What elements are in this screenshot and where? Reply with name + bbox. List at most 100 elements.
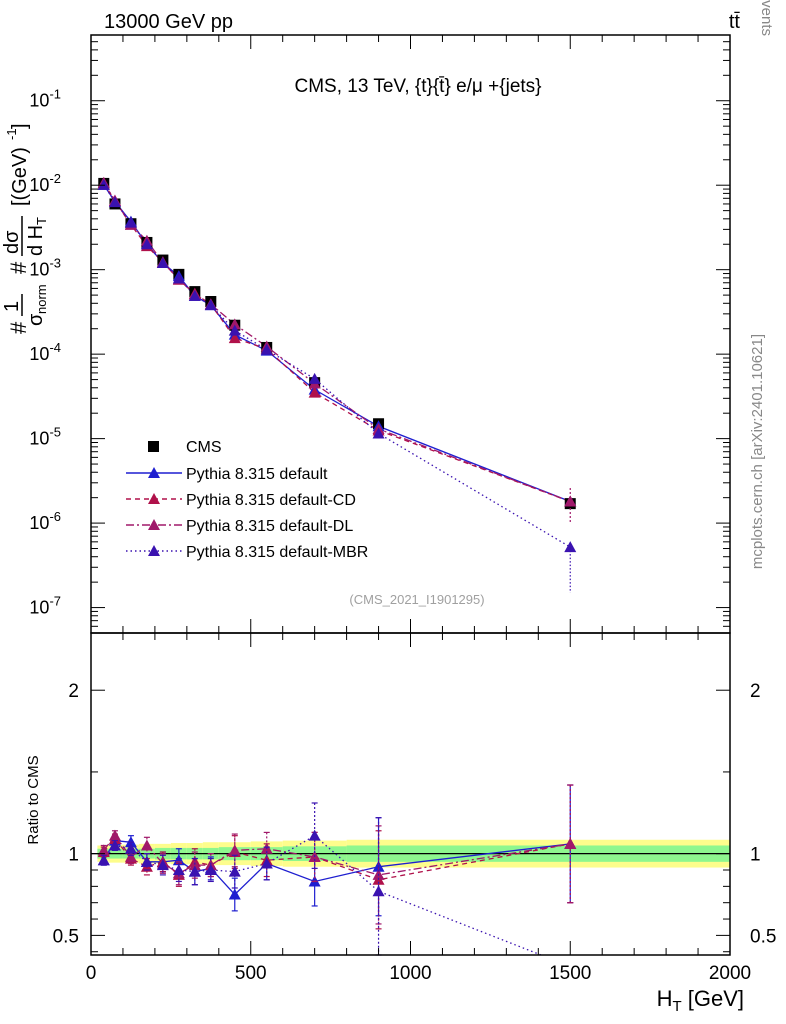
ratio-point-pythia-8-315-default-dl <box>228 844 241 856</box>
main-y-axis-label: # 1 σ norm # dσ d H T [(GeV) -1 ] <box>1 123 49 334</box>
x-label-sub: T <box>672 998 681 1015</box>
main-y-tick-label: 10-5 <box>29 425 61 449</box>
main-line-pythia-8-315-default-dl <box>103 182 571 503</box>
x-tick-label: 500 <box>235 963 267 984</box>
main-point-pythia-8-315-default-mbr <box>308 372 321 384</box>
y-label-hash1: # <box>6 321 31 334</box>
legend-marker-dl <box>148 519 160 530</box>
ratio-point-pythia-8-315-default-dl <box>97 844 110 856</box>
axis-ticks: 10-7 10-6 10-5 10-4 10-3 10-2 10-1 0 500 1000 1500… <box>29 35 776 984</box>
series-lines <box>103 182 571 956</box>
ratio-y-tick-label: 0.5 <box>53 926 79 947</box>
ratio-point-pythia-8-315-default-mbr <box>156 859 169 871</box>
main-point-pythia-8-315-default-mbr <box>204 299 217 311</box>
main-y-tick-label: 10-1 <box>29 87 61 111</box>
x-tick-label: 2000 <box>709 963 751 984</box>
ratio-point-pythia-8-315-default-mbr <box>188 865 201 877</box>
ratio-point-pythia-8-315-default-mbr <box>372 885 385 897</box>
ratio-plot-frame <box>90 632 731 956</box>
legend-marker-cms <box>148 441 159 452</box>
ratio-point-pythia-8-315-default-dl <box>140 839 153 851</box>
ratio-point-pythia-8-315-default-dl <box>564 837 577 849</box>
main-point-pythia-8-315-default-mbr <box>172 272 185 284</box>
chart-title: CMS, 13 TeV, {t}{t̄} e/μ +{jets} <box>294 76 541 97</box>
main-point-pythia-8-315-default-mbr <box>124 216 137 228</box>
legend-item-mbr: Pythia 8.315 default-MBR <box>126 544 368 561</box>
main-point-pythia-8-315-default-dl <box>228 318 241 330</box>
main-point-pythia-8-315-default-mbr <box>260 343 273 355</box>
ratio-point-pythia-8-315-default-mbr <box>204 864 217 876</box>
ratio-point-pythia-8-315-default-mbr <box>97 854 110 866</box>
main-point-pythia-8-315-default-mbr <box>564 541 577 553</box>
x-tick-label: 0 <box>86 963 97 984</box>
main-point-pythia-8-315-default-mbr <box>108 196 121 208</box>
y-label-unit: [(GeV) <box>9 147 31 206</box>
ratio-y-tick-label-right: 2 <box>750 681 761 702</box>
mcplots-label: mcplots.cern.ch [arXiv:2401.10621] <box>749 334 766 569</box>
legend-item-default: Pythia 8.315 default <box>126 466 328 483</box>
ratio-point-pythia-8-315-default-mbr <box>228 865 241 877</box>
main-point-pythia-8-315-default-mbr <box>156 256 169 268</box>
ratio-y-tick-label-right: 0.5 <box>750 926 776 947</box>
ratio-point-pythia-8-315-default-dl <box>124 850 137 862</box>
y-label-one: 1 <box>1 301 23 312</box>
analysis-watermark: (CMS_2021_I1901295) <box>349 592 484 607</box>
main-line-pythia-8-315-default-cd <box>103 182 571 503</box>
header-right-label: tt̄ <box>729 11 741 33</box>
y-label-sigma: σ <box>25 313 47 326</box>
main-point-pythia-8-315-default-mbr <box>372 427 385 439</box>
x-tick-label: 1000 <box>389 963 431 984</box>
main-point-pythia-8-315-default-cd <box>228 332 241 344</box>
ratio-point-pythia-8-315-default-mbr <box>172 864 185 876</box>
y-label-norm: norm <box>34 284 49 314</box>
main-y-tick-label: 10-6 <box>29 509 61 533</box>
legend-marker-default <box>148 467 160 478</box>
ratio-point-pythia-8-315-default-mbr <box>260 857 273 869</box>
y-label-dHT: d H <box>25 225 47 256</box>
ratio-y-tick-label: 1 <box>68 845 79 866</box>
y-label-close: ] <box>9 123 31 129</box>
ratio-point-pythia-8-315-default-dl <box>108 829 121 841</box>
x-label-unit: [GeV] <box>682 986 744 1011</box>
ratio-point-pythia-8-315-default <box>228 888 241 900</box>
header-left-label: 13000 GeV pp <box>104 11 233 33</box>
y-label-hash2: # <box>6 261 31 274</box>
legend-label-dl: Pythia 8.315 default-DL <box>186 518 353 535</box>
legend-item-cd: Pythia 8.315 default-CD <box>126 492 356 509</box>
main-y-tick-label: 10-7 <box>29 594 61 618</box>
ratio-y-axis-label: Ratio to CMS <box>25 755 42 844</box>
main-point-pythia-8-315-default-mbr <box>188 289 201 301</box>
ratio-y-tick-label: 2 <box>68 681 79 702</box>
main-point-pythia-8-315-default-cd <box>308 386 321 398</box>
ratio-point-pythia-8-315-default-mbr <box>108 839 121 851</box>
main-line-pythia-8-315-default <box>103 184 571 503</box>
data-points <box>97 176 577 956</box>
legend-label-cms: CMS <box>186 439 222 456</box>
x-axis-label: HT [GeV] <box>657 986 744 1015</box>
ratio-point-pythia-8-315-default-mbr <box>124 842 137 854</box>
legend-label-mbr: Pythia 8.315 default-MBR <box>186 544 368 561</box>
main-y-tick-label: 10-2 <box>29 171 61 195</box>
legend-marker-cd <box>148 493 160 504</box>
ratio-point-pythia-8-315-default-mbr <box>308 829 321 841</box>
main-point-pythia-8-315-default-mbr <box>140 238 153 250</box>
legend-marker-mbr <box>148 545 160 556</box>
main-point-pythia-8-315-default-mbr <box>228 324 241 336</box>
legend-item-dl: Pythia 8.315 default-DL <box>126 518 353 535</box>
ratio-point-pythia-8-315-default-mbr <box>140 855 153 867</box>
main-y-tick-label: 10-3 <box>29 256 61 280</box>
y-label-exponent: -1 <box>4 128 19 140</box>
main-y-tick-label: 10-4 <box>29 340 61 364</box>
svg-text:#: # <box>6 321 31 334</box>
legend-label-cd: Pythia 8.315 default-CD <box>186 492 356 509</box>
x-tick-label: 1500 <box>549 963 591 984</box>
y-label-dsigma: dσ <box>1 230 23 254</box>
legend: CMS Pythia 8.315 default Pythia 8.315 de… <box>126 439 368 561</box>
ratio-point-pythia-8-315-default-dl <box>188 859 201 871</box>
ratio-y-tick-label-right: 1 <box>750 845 761 866</box>
legend-label-default: Pythia 8.315 default <box>186 466 328 483</box>
rivet-version-label: Rivet 4.1.0, ≥ 100k events <box>758 0 775 36</box>
x-label-H: H <box>657 986 673 1011</box>
y-label-sub-T: T <box>34 217 49 225</box>
